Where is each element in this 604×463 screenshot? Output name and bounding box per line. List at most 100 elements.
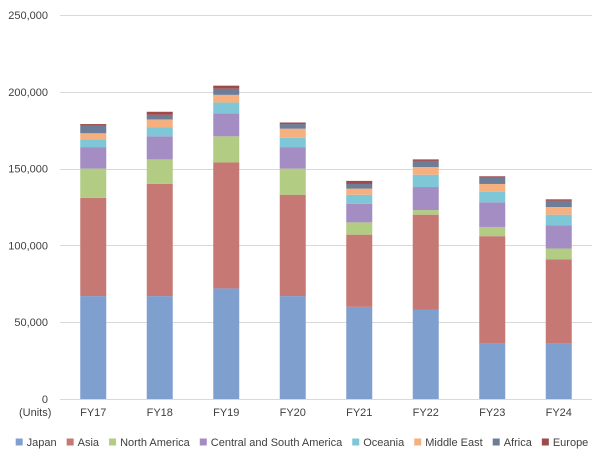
bar-segment-asia — [412, 214, 439, 310]
bar-segment-middle-east — [279, 128, 306, 138]
y-tick-label: 150,000 — [8, 164, 48, 176]
bar-segment-oceania — [146, 127, 173, 137]
bar-segment-japan — [545, 343, 572, 399]
bar-segment-africa — [346, 183, 373, 189]
bar-segment-oceania — [80, 139, 107, 148]
gridlines — [60, 15, 592, 400]
bar-segment-europe — [146, 111, 173, 115]
legend-swatch — [352, 438, 360, 446]
bar-segment-japan — [346, 306, 373, 399]
bar-segment-oceania — [545, 214, 572, 226]
bar-segment-central-and-south-america — [80, 147, 107, 169]
bar-segment-asia — [213, 162, 240, 289]
bar-segment-central-and-south-america — [346, 203, 373, 223]
legend-label: Africa — [504, 437, 533, 449]
bar-segment-north-america — [346, 222, 373, 235]
bar-segment-middle-east — [545, 207, 572, 215]
bar-segment-asia — [80, 197, 107, 297]
bar-segment-oceania — [479, 191, 506, 203]
legend-swatch — [541, 438, 549, 446]
legend-swatch — [199, 438, 207, 446]
x-tick-label: FY20 — [280, 407, 306, 419]
bar-segment-asia — [346, 234, 373, 307]
legend-swatch — [109, 438, 117, 446]
bar-segment-middle-east — [412, 167, 439, 175]
bar-segment-europe — [412, 159, 439, 161]
y-tick-label: 100,000 — [8, 240, 48, 252]
x-tick-label: FY19 — [213, 407, 239, 419]
bar-segment-north-america — [213, 136, 240, 163]
bar-segment-japan — [279, 296, 306, 399]
legend-label: Middle East — [425, 437, 482, 449]
bars — [80, 85, 572, 399]
bar-segment-africa — [545, 200, 572, 207]
legend: Japan Asia North America Central and South … — [15, 437, 588, 449]
bar-segment-middle-east — [146, 119, 173, 128]
legend-label: Oceania — [363, 437, 405, 449]
bar-segment-africa — [279, 124, 306, 129]
bar-segment-north-america — [545, 248, 572, 260]
bar-segment-north-america — [146, 159, 173, 184]
bar-segment-africa — [80, 125, 107, 134]
bar-segment-central-and-south-america — [279, 147, 306, 169]
legend-label: Europe — [553, 437, 588, 449]
x-tick-label: FY24 — [546, 407, 572, 419]
legend-swatch — [492, 438, 500, 446]
bar-segment-europe — [279, 122, 306, 125]
bar-segment-europe — [545, 199, 572, 201]
bar-segment-north-america — [479, 226, 506, 237]
bar-segment-japan — [80, 296, 107, 399]
bar-segment-central-and-south-america — [412, 187, 439, 211]
bar-segment-africa — [213, 88, 240, 95]
bar-segment-oceania — [412, 174, 439, 188]
bar-segment-central-and-south-america — [479, 202, 506, 227]
bar-segment-central-and-south-america — [213, 113, 240, 137]
bar-segment-asia — [479, 236, 506, 344]
bar-segment-oceania — [213, 102, 240, 114]
x-tick-label: FY18 — [147, 407, 173, 419]
bar-segment-north-america — [279, 168, 306, 195]
bar-segment-africa — [412, 160, 439, 168]
bar-segment-north-america — [412, 210, 439, 215]
legend-swatch — [66, 438, 74, 446]
bar-segment-africa — [479, 177, 506, 184]
bar-segment-asia — [545, 259, 572, 344]
x-tick-label: FY23 — [479, 407, 505, 419]
bar-segment-central-and-south-america — [545, 225, 572, 249]
bar-segment-oceania — [346, 194, 373, 204]
x-tick-label: FY17 — [80, 407, 106, 419]
bar-segment-north-america — [80, 168, 107, 198]
y-tick-label: 0 — [42, 394, 48, 406]
bar-segment-japan — [412, 309, 439, 399]
bar-segment-africa — [146, 114, 173, 120]
legend-swatch — [15, 438, 23, 446]
y-tick-label: 250,000 — [8, 10, 48, 22]
y-tick-label: 200,000 — [8, 87, 48, 99]
bar-segment-europe — [213, 85, 240, 89]
bar-segment-japan — [213, 288, 240, 399]
legend-swatch — [414, 438, 422, 446]
bar-segment-europe — [346, 180, 373, 184]
bar-segment-asia — [279, 194, 306, 297]
legend-label: Central and South America — [211, 437, 343, 449]
bar-segment-middle-east — [479, 183, 506, 192]
bar-segment-oceania — [279, 137, 306, 148]
y-axis-tick-labels: 0 50,000 100,000 150,000 200,000 250,000 — [8, 10, 48, 406]
bar-segment-europe — [80, 124, 107, 126]
bar-segment-middle-east — [80, 133, 107, 140]
legend-label: Japan — [27, 437, 57, 449]
bar-segment-middle-east — [346, 188, 373, 195]
x-axis-tick-labels: FY17 FY18 FY19 FY20 FY21 FY22 FY23 FY24 — [80, 407, 572, 419]
bar-segment-japan — [146, 296, 173, 399]
bar-segment-europe — [479, 176, 506, 178]
x-tick-label: FY22 — [413, 407, 439, 419]
bar-segment-japan — [479, 343, 506, 399]
bar-segment-middle-east — [213, 94, 240, 103]
bar-segment-asia — [146, 183, 173, 297]
x-tick-label: FY21 — [346, 407, 372, 419]
unit-label: (Units) — [19, 407, 51, 419]
legend-label: Asia — [78, 437, 100, 449]
bar-segment-central-and-south-america — [146, 136, 173, 160]
y-tick-label: 50,000 — [14, 317, 48, 329]
